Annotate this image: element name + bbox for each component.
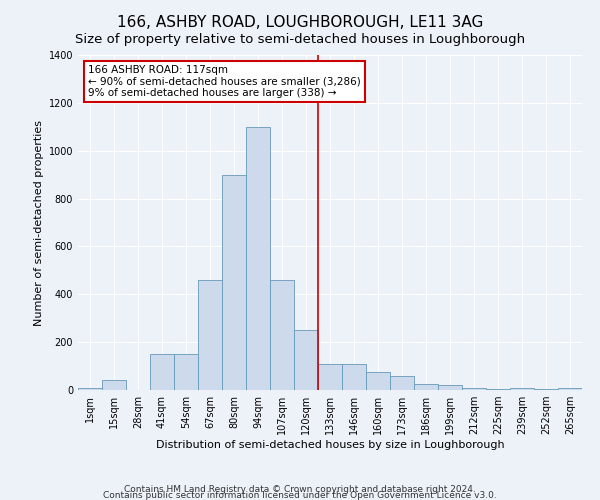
Bar: [486, 389, 510, 390]
Text: 166 ASHBY ROAD: 117sqm
← 90% of semi-detached houses are smaller (3,286)
9% of s: 166 ASHBY ROAD: 117sqm ← 90% of semi-det…: [88, 65, 361, 98]
Bar: [366, 372, 390, 390]
Text: 166, ASHBY ROAD, LOUGHBOROUGH, LE11 3AG: 166, ASHBY ROAD, LOUGHBOROUGH, LE11 3AG: [117, 15, 483, 30]
Bar: [438, 385, 462, 390]
Text: Contains public sector information licensed under the Open Government Licence v3: Contains public sector information licen…: [103, 490, 497, 500]
Bar: [174, 354, 198, 390]
X-axis label: Distribution of semi-detached houses by size in Loughborough: Distribution of semi-detached houses by …: [155, 440, 505, 450]
Bar: [462, 388, 486, 390]
Bar: [534, 389, 558, 390]
Bar: [150, 354, 174, 390]
Bar: [510, 388, 534, 390]
Bar: [78, 388, 102, 390]
Bar: [294, 330, 318, 390]
Bar: [270, 280, 294, 390]
Bar: [342, 364, 366, 390]
Bar: [390, 376, 414, 390]
Text: Contains HM Land Registry data © Crown copyright and database right 2024.: Contains HM Land Registry data © Crown c…: [124, 484, 476, 494]
Bar: [246, 127, 270, 390]
Bar: [318, 364, 342, 390]
Bar: [102, 380, 126, 390]
Bar: [222, 174, 246, 390]
Bar: [198, 280, 222, 390]
Y-axis label: Number of semi-detached properties: Number of semi-detached properties: [34, 120, 44, 326]
Text: Size of property relative to semi-detached houses in Loughborough: Size of property relative to semi-detach…: [75, 32, 525, 46]
Bar: [558, 388, 582, 390]
Bar: [414, 384, 438, 390]
